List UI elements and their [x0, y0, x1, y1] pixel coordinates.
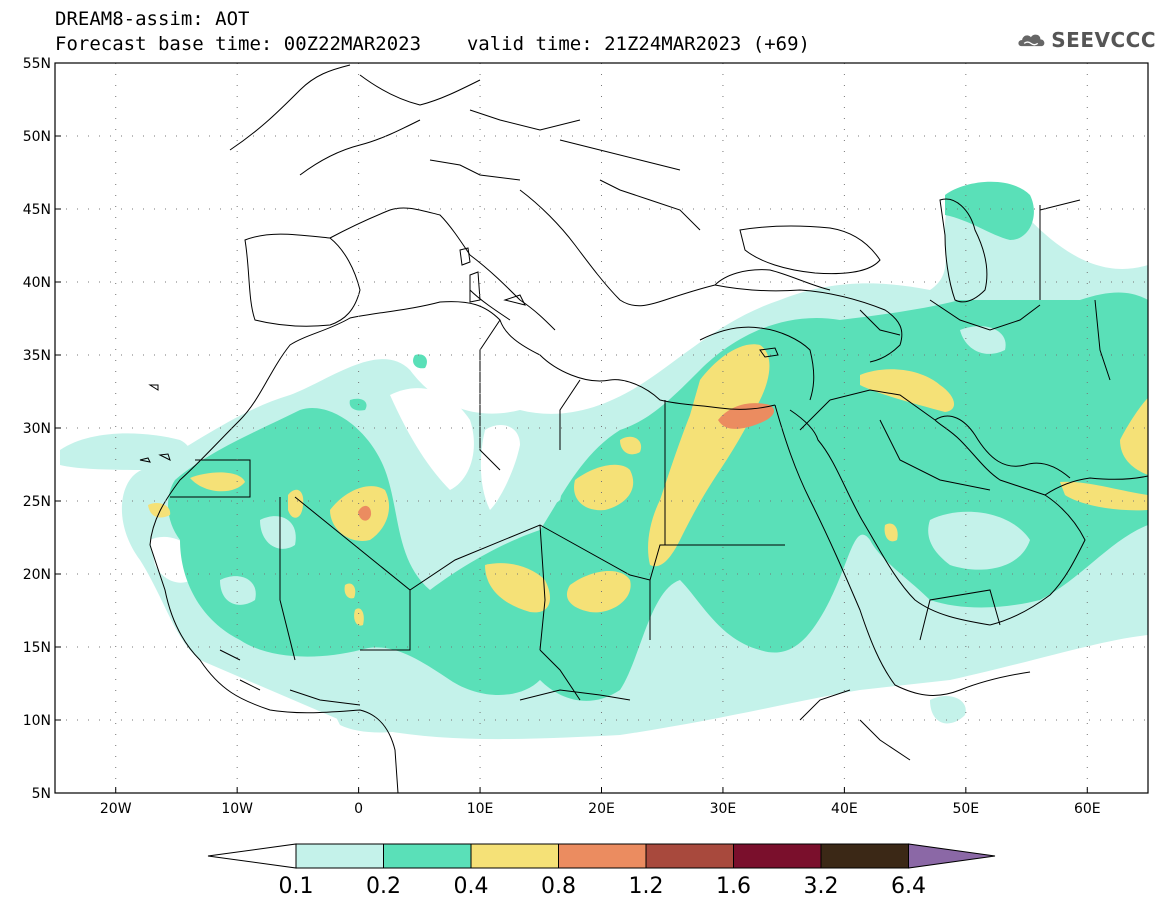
coastlines-borders — [139, 64, 1148, 793]
lat-tick-label: 30N — [23, 421, 51, 437]
colorbar-label: 1.6 — [716, 874, 751, 899]
colorbar-segment — [295, 843, 384, 869]
lat-axis: 5N 10N 15N 20N 25N 30N 35N 40N 45N 50N 55N — [23, 56, 61, 802]
lon-axis: 20W 10W 0 10E 20E 30E 40E 50E 60E — [100, 787, 1101, 817]
lat-tick-label: 25N — [23, 494, 51, 510]
colorbar-segment — [645, 843, 734, 869]
colorbar-segment — [820, 843, 909, 869]
colorbar-label: 0.4 — [454, 874, 489, 899]
lon-tick-label: 20W — [100, 801, 132, 817]
lat-tick-label: 15N — [23, 640, 51, 656]
lon-tick-label: 20E — [588, 801, 615, 817]
base-time: Forecast base time: 00Z22MAR2023 — [55, 33, 422, 55]
colorbar-label: 0.1 — [279, 874, 314, 899]
lon-tick-label: 0 — [354, 801, 363, 817]
colorbar-segment — [558, 843, 647, 869]
lat-tick-label: 45N — [23, 202, 51, 218]
lat-tick-label: 20N — [23, 567, 51, 583]
colorbar: 0.1 0.2 0.4 0.8 1.2 1.6 3.2 6.4 — [207, 843, 996, 899]
map-gridlines — [55, 63, 1148, 793]
lat-tick-label: 50N — [23, 129, 51, 145]
lat-tick-label: 5N — [32, 786, 51, 802]
colorbar-label: 0.2 — [366, 874, 401, 899]
valid-time: valid time: 21Z24MAR2023 (+69) — [466, 33, 810, 55]
lon-tick-label: 60E — [1074, 801, 1101, 817]
colorbar-label: 1.2 — [629, 874, 664, 899]
colorbar-label: 6.4 — [891, 874, 926, 899]
lat-tick-label: 35N — [23, 348, 51, 364]
lat-tick-label: 55N — [23, 56, 51, 72]
lat-tick-label: 10N — [23, 713, 51, 729]
aot-level-0.4 — [148, 344, 1148, 626]
colorbar-segment — [383, 843, 472, 869]
lon-tick-label: 10E — [467, 801, 494, 817]
cloud-icon — [1018, 34, 1045, 47]
lon-tick-label: 50E — [952, 801, 979, 817]
lat-tick-label: 40N — [23, 275, 51, 291]
colorbar-label: 3.2 — [804, 874, 839, 899]
colorbar-label: 0.8 — [541, 874, 576, 899]
colorbar-segment — [733, 843, 822, 869]
lon-tick-label: 30E — [710, 801, 737, 817]
aot-level-0.1-holes — [220, 326, 1030, 605]
forecast-time-line: Forecast base time: 00Z22MAR2023 valid t… — [55, 33, 810, 55]
logo-text: SEEVCCC — [1051, 28, 1156, 52]
seevccc-logo: SEEVCCC — [1016, 22, 1156, 58]
lon-tick-label: 40E — [831, 801, 858, 817]
lon-tick-label: 10W — [221, 801, 253, 817]
colorbar-segment — [470, 843, 559, 869]
aot-field — [60, 181, 1148, 740]
colorbar-under-triangle — [207, 843, 297, 869]
chart-title: DREAM8-assim: AOT — [55, 8, 250, 30]
colorbar-over-triangle — [908, 843, 996, 869]
